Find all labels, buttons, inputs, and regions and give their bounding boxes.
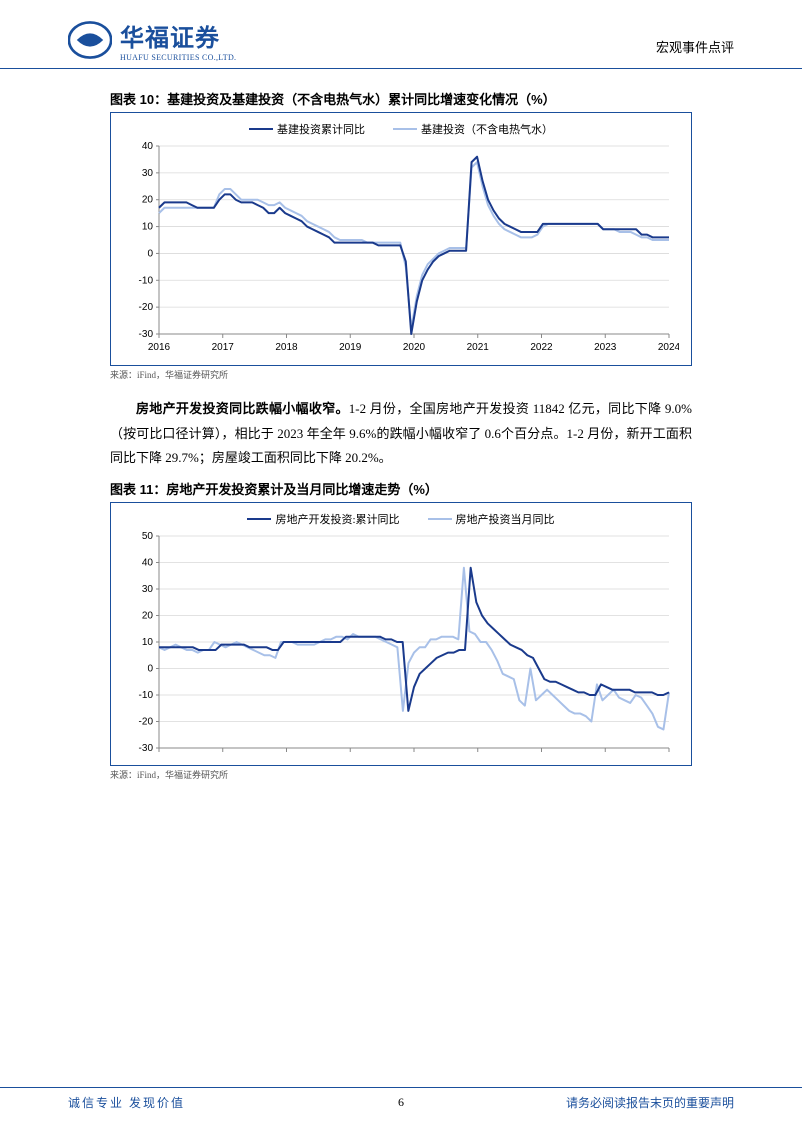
chart11-legend-item-1: 房地产开发投资:累计同比	[247, 511, 399, 527]
svg-text:40: 40	[142, 558, 154, 569]
svg-text:-30: -30	[139, 743, 154, 754]
logo: 华福证券 HUAFU SECURITIES CO.,LTD.	[68, 18, 236, 62]
chart10-legend-item-2: 基建投资（不含电热气水）	[393, 121, 553, 137]
legend-line-1	[247, 518, 271, 520]
svg-text:10: 10	[142, 222, 154, 233]
legend-line-2	[428, 518, 452, 520]
svg-text:2017: 2017	[212, 342, 235, 353]
para-bold: 房地产开发投资同比跌幅小幅收窄。	[136, 401, 349, 416]
chart10-svg: -30 -20 -10 0 10 20 30 40 2016 2017 2018 2019 2020 20…	[119, 141, 679, 356]
chart11-legend-label-1: 房地产开发投资:累计同比	[275, 511, 399, 527]
svg-text:2024: 2024	[658, 342, 679, 353]
svg-text:40: 40	[142, 141, 154, 152]
svg-text:-20: -20	[139, 302, 154, 313]
logo-text-en: HUAFU SECURITIES CO.,LTD.	[120, 53, 236, 62]
page-footer: 诚信专业 发现价值 6 请务必阅读报告末页的重要声明	[0, 1087, 802, 1111]
chart10-legend-label-2: 基建投资（不含电热气水）	[421, 121, 553, 137]
chart11-legend-label-2: 房地产投资当月同比	[456, 511, 555, 527]
chart11-legend: 房地产开发投资:累计同比 房地产投资当月同比	[119, 511, 683, 527]
svg-text:2021: 2021	[467, 342, 490, 353]
svg-text:20: 20	[142, 195, 154, 206]
chart11-container: 房地产开发投资:累计同比 房地产投资当月同比 -30 -20 -10 0 10 20 30 4…	[110, 502, 692, 766]
footer-right: 请务必阅读报告末页的重要声明	[566, 1094, 734, 1111]
svg-text:30: 30	[142, 584, 154, 595]
page-number: 6	[398, 1095, 404, 1110]
legend-line-1	[249, 128, 273, 130]
chart11-title: 图表 11：房地产开发投资累计及当月同比增速走势（%）	[110, 479, 692, 498]
chart10-legend: 基建投资累计同比 基建投资（不含电热气水）	[119, 121, 683, 137]
legend-line-2	[393, 128, 417, 130]
chart10-legend-item-1: 基建投资累计同比	[249, 121, 365, 137]
body-paragraph: 房地产开发投资同比跌幅小幅收窄。1-2 月份，全国房地产开发投资 11842 亿…	[110, 397, 692, 471]
header-category: 宏观事件点评	[656, 37, 734, 62]
svg-text:-20: -20	[139, 717, 154, 728]
chart10-legend-label-1: 基建投资累计同比	[277, 121, 365, 137]
svg-text:10: 10	[142, 637, 154, 648]
svg-text:2018: 2018	[275, 342, 298, 353]
svg-text:2023: 2023	[594, 342, 617, 353]
chart11-legend-item-2: 房地产投资当月同比	[428, 511, 555, 527]
svg-text:50: 50	[142, 531, 154, 542]
svg-text:20: 20	[142, 611, 154, 622]
huafu-logo-icon	[68, 18, 112, 62]
chart10-source: 来源：iFind，华福证券研究所	[110, 368, 692, 381]
chart11-source: 来源：iFind，华福证券研究所	[110, 768, 692, 781]
svg-text:2019: 2019	[339, 342, 362, 353]
svg-text:30: 30	[142, 168, 154, 179]
page-header: 华福证券 HUAFU SECURITIES CO.,LTD. 宏观事件点评	[0, 0, 802, 69]
svg-text:0: 0	[147, 664, 153, 675]
svg-text:-30: -30	[139, 329, 154, 340]
chart10-title: 图表 10：基建投资及基建投资（不含电热气水）累计同比增速变化情况（%）	[110, 89, 692, 108]
chart11-svg: -30 -20 -10 0 10 20 30 40 50	[119, 531, 679, 756]
chart10-container: 基建投资累计同比 基建投资（不含电热气水） -30 -20 -10 0 10 20 30 40…	[110, 112, 692, 366]
svg-text:0: 0	[147, 248, 153, 259]
svg-text:2016: 2016	[148, 342, 171, 353]
svg-text:2022: 2022	[530, 342, 553, 353]
svg-text:2020: 2020	[403, 342, 426, 353]
content-area: 图表 10：基建投资及基建投资（不含电热气水）累计同比增速变化情况（%） 基建投…	[0, 69, 802, 781]
logo-text-cn: 华福证券	[120, 18, 236, 53]
svg-text:-10: -10	[139, 690, 154, 701]
svg-text:-10: -10	[139, 275, 154, 286]
footer-left: 诚信专业 发现价值	[68, 1094, 185, 1111]
